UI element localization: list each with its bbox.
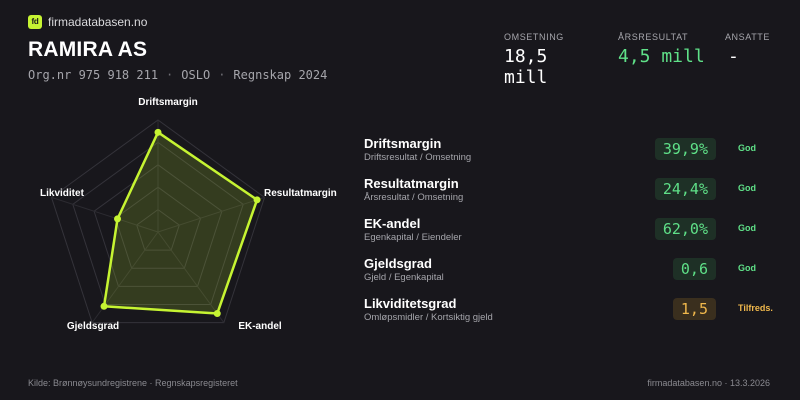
footer-source: Kilde: Brønnøysundregistrene · Regnskaps… (28, 378, 238, 388)
radar-chart: Driftsmargin Resultatmargin EK-andel Gjelds… (40, 97, 337, 332)
radar-grid-ring (93, 164, 223, 287)
metric-value: 0,6 (672, 258, 716, 280)
metric-name: Resultatmargin (364, 176, 459, 191)
metric-description: Omløpsmidler / Kortsiktig gjeld (364, 312, 493, 323)
brand-name: firmadatabasen.no (48, 15, 148, 29)
stat-annual-result: ÅRSRESULTAT 4,5 mill (618, 32, 710, 88)
radar-label-ek-andel: EK-andel (238, 321, 282, 332)
stat-value: 18,5 mill (504, 46, 548, 88)
footer-site-date: firmadatabasen.no · 13.3.2026 (647, 378, 770, 388)
metric-value: 62,0% (654, 218, 716, 240)
metric-name: Gjeldsgrad (364, 256, 432, 271)
radar-point-ek-andel (213, 310, 221, 318)
stat-label: ANSATTE (724, 32, 770, 42)
meta-separator: · (218, 68, 226, 82)
brand[interactable]: fd firmadatabasen.no (28, 15, 147, 29)
radar-point-gjeldsgrad (100, 302, 108, 310)
metric-description: Driftsresultat / Omsetning (364, 152, 472, 163)
radar-point-likviditet (114, 215, 122, 223)
radar-data-area (102, 131, 259, 315)
radar-label-likviditet: Likviditet (40, 188, 85, 199)
radar-label-resultatmargin: Resultatmargin (264, 188, 337, 199)
company-name: RAMIRA AS (28, 38, 148, 61)
metric-status: God (738, 183, 756, 193)
radar-label-driftsmargin: Driftsmargin (138, 97, 197, 108)
radar-grid-ring (136, 208, 180, 251)
radar-point-resultatmargin (253, 196, 261, 204)
metrics-list: Driftsmargin Driftsresultat / Omsetning … (364, 134, 776, 334)
metric-row-driftsmargin: Driftsmargin Driftsresultat / Omsetning … (364, 134, 776, 174)
key-stats: OMSETNING 18,5 mill ÅRSRESULTAT 4,5 mill… (504, 32, 770, 88)
metric-description: Egenkapital / Eiendeler (364, 232, 462, 243)
radar-grid-ring (72, 141, 244, 305)
metric-row-ek-andel: EK-andel Egenkapital / Eiendeler 62,0% G… (364, 214, 776, 254)
metric-name: EK-andel (364, 216, 421, 231)
metric-name: Likviditetsgrad (364, 296, 457, 311)
metric-description: Årsresultat / Omsetning (364, 192, 464, 203)
metric-name: Driftsmargin (364, 136, 442, 151)
org-number: Org.nr 975 918 211 (28, 68, 159, 82)
metric-description: Gjeld / Egenkapital (364, 272, 444, 283)
metric-row-gjeldsgrad: Gjeldsgrad Gjeld / Egenkapital 0,6 God (364, 254, 776, 294)
radar-grid-ring (50, 119, 266, 324)
metric-status: God (738, 263, 756, 273)
radar-spoke (157, 231, 225, 323)
metric-status: God (738, 143, 756, 153)
brand-logo-icon: fd (28, 15, 42, 29)
stat-value: 4,5 mill (618, 46, 705, 67)
accounting-year: Regnskap 2024 (233, 68, 328, 82)
stat-label: ÅRSRESULTAT (618, 32, 689, 42)
radar-label-gjeldsgrad: Gjeldsgrad (67, 321, 119, 332)
metric-value: 1,5 (672, 298, 716, 320)
metric-row-likviditetsgrad: Likviditetsgrad Omløpsmidler / Kortsikti… (364, 294, 776, 334)
stat-employees: ANSATTE - (724, 32, 770, 88)
metric-row-resultatmargin: Resultatmargin Årsresultat / Omsetning 2… (364, 174, 776, 214)
metric-status: Tilfreds. (738, 303, 773, 313)
company-meta: Org.nr 975 918 211 · OSLO · Regnskap 202… (28, 68, 327, 82)
radar-point-driftsmargin (154, 128, 162, 136)
metric-value: 39,9% (654, 138, 716, 160)
radar-spoke (51, 196, 159, 233)
meta-separator: · (166, 68, 174, 82)
radar-grid-ring (114, 186, 202, 269)
company-city: OSLO (181, 68, 211, 82)
stat-label: OMSETNING (504, 32, 564, 42)
metric-value: 24,4% (654, 178, 716, 200)
radar-spoke (157, 196, 265, 233)
stat-revenue: OMSETNING 18,5 mill (504, 32, 600, 88)
metric-status: God (738, 223, 756, 233)
stat-value: - (728, 46, 739, 67)
